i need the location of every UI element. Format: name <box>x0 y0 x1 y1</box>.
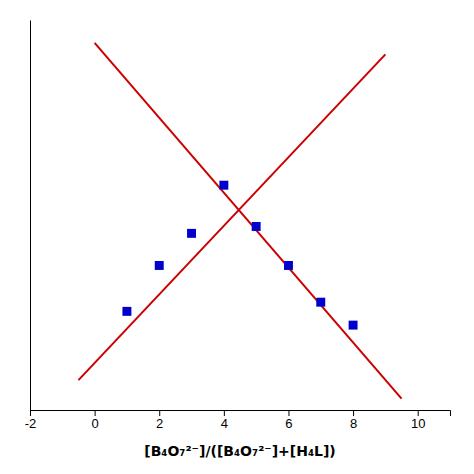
x-tick: 2 <box>156 410 163 431</box>
x-tick-mark <box>224 410 225 416</box>
x-tick-label: 0 <box>91 416 98 431</box>
x-tick-mark <box>418 410 419 416</box>
point <box>316 298 325 307</box>
x-tick: -2 <box>25 410 37 431</box>
x-tick-label: 6 <box>285 416 292 431</box>
x-axis-line <box>31 411 451 417</box>
line <box>95 43 402 399</box>
y-axis-line <box>30 21 31 411</box>
chart: -2 0 2 4 6 8 10 [B₄O₇²⁻]/([B₄O₇²⁻]+[H₄L]) <box>0 0 474 474</box>
x-tick: 6 <box>285 410 292 431</box>
x-tick-label: 4 <box>221 416 228 431</box>
x-tick-label: 2 <box>156 416 163 431</box>
plot: -2 0 2 4 6 8 10 <box>25 21 451 432</box>
x-tick-mark <box>30 410 31 416</box>
x-tick: 0 <box>91 410 98 431</box>
x-axis: -2 0 2 4 6 8 10 <box>25 410 451 431</box>
point <box>187 229 196 238</box>
x-tick-mark <box>159 410 160 416</box>
point <box>284 261 293 270</box>
x-tick-mark <box>95 410 96 416</box>
y-axis <box>30 21 31 411</box>
point <box>349 321 358 330</box>
x-tick-mark <box>353 410 354 416</box>
point <box>252 222 261 231</box>
x-tick-label: 8 <box>350 416 357 431</box>
x-tick-mark <box>288 410 289 416</box>
point <box>155 261 164 270</box>
point <box>122 307 131 316</box>
x-axis-title: [B₄O₇²⁻]/([B₄O₇²⁻]+[H₄L]) <box>144 443 336 459</box>
marks <box>78 43 401 399</box>
x-tick: 4 <box>221 410 228 431</box>
x-tick: 10 <box>411 410 425 431</box>
point <box>219 181 228 190</box>
x-tick-label: 10 <box>411 416 425 431</box>
line <box>78 54 385 380</box>
x-tick: 8 <box>350 410 357 431</box>
x-tick-label: -2 <box>25 416 37 431</box>
